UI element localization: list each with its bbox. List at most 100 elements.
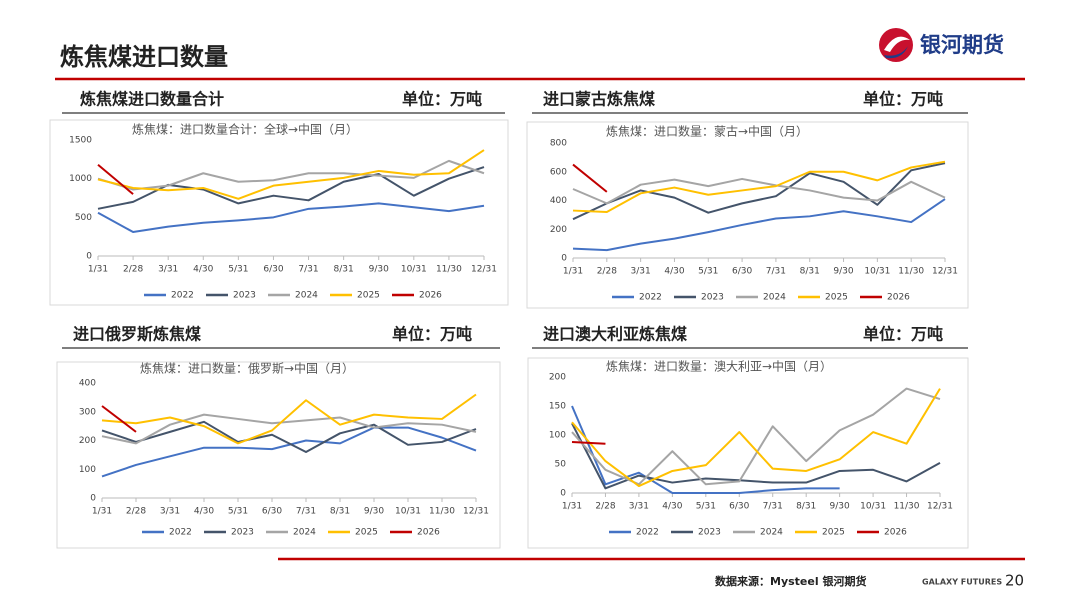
- series-line: [97, 149, 485, 200]
- chart-frame: [527, 357, 969, 549]
- series-line: [97, 163, 134, 195]
- x-tick-label: 7/31: [766, 267, 786, 277]
- series-line: [101, 420, 477, 453]
- chart-title: 炼焦煤：进口数量：澳大利亚→中国（月）: [606, 359, 832, 374]
- x-tick-label: 9/30: [369, 265, 389, 275]
- x-tick-label: 8/31: [334, 265, 354, 275]
- x-tick-label: 10/31: [401, 265, 427, 275]
- chart-frame: [49, 119, 509, 306]
- legend-label: 2024: [760, 528, 783, 538]
- series-line: [571, 440, 606, 445]
- y-tick-label: 100: [79, 465, 96, 475]
- x-tick-label: 1/31: [563, 267, 583, 277]
- x-tick-label: 11/30: [429, 507, 455, 517]
- chart-title: 炼焦煤：进口数量：蒙古→中国（月）: [606, 124, 808, 139]
- y-tick-label: 200: [550, 225, 567, 235]
- x-tick-label: 8/31: [796, 502, 816, 512]
- chart-title: 炼焦煤：进口数量合计：全球→中国（月）: [132, 122, 358, 137]
- series-line: [101, 413, 477, 445]
- x-tick-label: 2/28: [123, 265, 143, 275]
- x-tick-label: 2/28: [597, 267, 617, 277]
- x-tick-label: 12/31: [463, 507, 489, 517]
- legend-label: 2023: [698, 528, 721, 538]
- x-tick-label: 4/30: [662, 502, 682, 512]
- legend-label: 2023: [233, 291, 256, 301]
- x-tick-label: 10/31: [864, 267, 890, 277]
- x-tick-label: 1/31: [92, 507, 112, 517]
- series-line: [101, 393, 477, 445]
- section-unit: 单位：万吨: [863, 90, 943, 109]
- y-tick-label: 300: [79, 407, 96, 417]
- legend-label: 2023: [701, 293, 724, 303]
- x-tick-label: 10/31: [395, 507, 421, 517]
- y-tick-label: 0: [561, 254, 567, 264]
- legend-label: 2023: [231, 528, 254, 538]
- legend-label: 2022: [639, 293, 662, 303]
- x-tick-label: 6/30: [263, 265, 283, 275]
- y-tick-label: 800: [550, 139, 567, 149]
- x-tick-label: 5/31: [696, 502, 716, 512]
- series-line: [572, 177, 946, 205]
- x-tick-label: 9/30: [364, 507, 384, 517]
- x-tick-label: 5/31: [228, 507, 248, 517]
- section-unit: 单位：万吨: [863, 325, 943, 344]
- series-line: [97, 202, 485, 234]
- y-tick-label: 500: [75, 213, 92, 223]
- series-line: [101, 426, 477, 478]
- x-tick-label: 1/31: [88, 265, 108, 275]
- section-unit: 单位：万吨: [392, 325, 472, 344]
- legend-label: 2024: [295, 291, 318, 301]
- series-line: [571, 388, 941, 488]
- x-tick-label: 12/31: [932, 267, 958, 277]
- chart-title: 炼焦煤：进口数量：俄罗斯→中国（月）: [140, 361, 354, 376]
- y-tick-label: 1500: [69, 136, 92, 146]
- section-title: 进口俄罗斯炼焦煤: [73, 325, 201, 344]
- y-tick-label: 0: [86, 252, 92, 262]
- chart-frame: [56, 361, 501, 549]
- footer-source: 数据来源：Mysteel 银河期货: [715, 574, 866, 588]
- x-tick-label: 3/31: [158, 265, 178, 275]
- legend-label: 2022: [171, 291, 194, 301]
- logo-text: 银河期货: [920, 33, 1004, 57]
- footer-brand: GALAXY FUTURES: [922, 578, 1002, 587]
- slide-title: 炼焦煤进口数量: [60, 43, 228, 71]
- logo-icon: [879, 28, 913, 62]
- series-line: [571, 422, 941, 490]
- x-tick-label: 3/31: [160, 507, 180, 517]
- series-line: [572, 160, 946, 213]
- x-tick-label: 6/30: [729, 502, 749, 512]
- section-title: 进口澳大利亚炼焦煤: [543, 325, 687, 344]
- legend-label: 2024: [763, 293, 786, 303]
- y-tick-label: 100: [549, 431, 566, 441]
- series-line: [572, 198, 946, 252]
- legend-label: 2025: [355, 528, 378, 538]
- x-tick-label: 5/31: [698, 267, 718, 277]
- y-tick-label: 400: [79, 379, 96, 389]
- legend-label: 2025: [357, 291, 380, 301]
- series-line: [571, 405, 840, 494]
- legend-label: 2026: [419, 291, 442, 301]
- x-tick-label: 4/30: [664, 267, 684, 277]
- y-tick-label: 400: [550, 196, 567, 206]
- x-tick-label: 9/30: [833, 267, 853, 277]
- y-tick-label: 200: [549, 373, 566, 383]
- x-tick-label: 3/31: [629, 502, 649, 512]
- y-tick-label: 0: [560, 489, 566, 499]
- x-tick-label: 12/31: [927, 502, 953, 512]
- x-tick-label: 12/31: [471, 265, 497, 275]
- x-tick-label: 5/31: [228, 265, 248, 275]
- x-tick-label: 7/31: [296, 507, 316, 517]
- y-tick-label: 1000: [69, 174, 92, 184]
- legend-label: 2024: [293, 528, 316, 538]
- x-tick-label: 6/30: [732, 267, 752, 277]
- x-tick-label: 11/30: [894, 502, 920, 512]
- x-tick-label: 6/30: [262, 507, 282, 517]
- y-tick-label: 0: [90, 494, 96, 504]
- x-tick-label: 4/30: [194, 507, 214, 517]
- x-tick-label: 7/31: [298, 265, 318, 275]
- x-tick-label: 11/30: [898, 267, 924, 277]
- chart-frame: [526, 121, 969, 309]
- series-line: [101, 405, 137, 433]
- x-tick-label: 2/28: [126, 507, 146, 517]
